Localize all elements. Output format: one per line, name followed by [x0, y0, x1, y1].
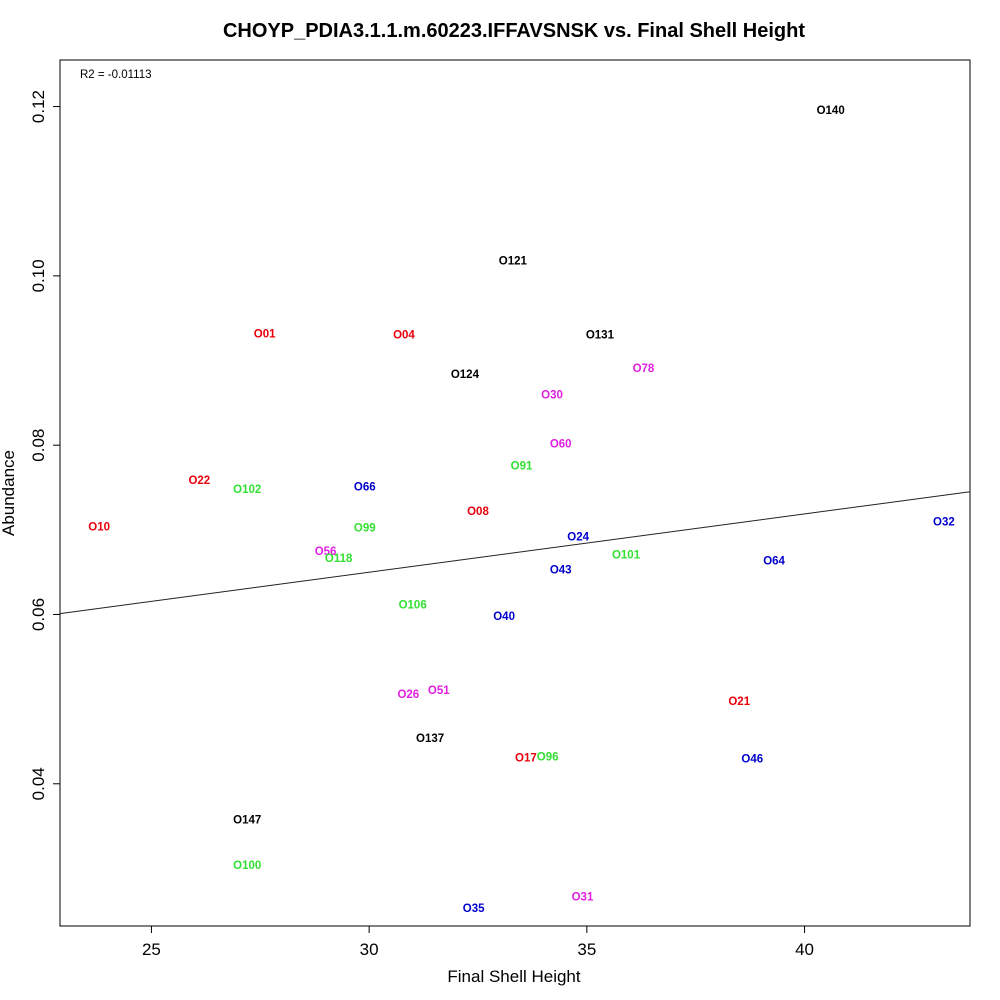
data-point-label: O66 — [354, 482, 376, 494]
data-point-label: O10 — [88, 521, 110, 533]
data-point-label: O30 — [541, 389, 563, 401]
data-point-label: O31 — [572, 891, 594, 903]
data-point-label: O43 — [550, 565, 572, 577]
data-point-label: O64 — [763, 555, 785, 567]
data-point-label: O56 — [315, 546, 337, 558]
y-tick-label: 0.08 — [29, 429, 48, 462]
x-tick-label: 30 — [360, 940, 379, 959]
regression-line — [59, 491, 971, 615]
data-point-label: O106 — [399, 599, 427, 611]
r2-annotation: R2 = -0.01113 — [80, 69, 152, 81]
data-point-label: O102 — [233, 484, 261, 496]
y-tick-label: 0.12 — [29, 90, 48, 123]
data-point-label: O46 — [741, 753, 763, 765]
data-point-label: O131 — [586, 329, 615, 341]
data-point-label: O137 — [416, 733, 444, 745]
data-point-label: O32 — [933, 516, 955, 528]
y-tick-label: 0.10 — [29, 259, 48, 292]
data-point-label: O17 — [515, 753, 537, 765]
data-point-label: O40 — [493, 611, 515, 623]
x-tick-label: 25 — [142, 940, 161, 959]
data-point-label: O24 — [567, 532, 589, 544]
y-tick-label: 0.06 — [29, 598, 48, 631]
data-point-label: O22 — [188, 475, 210, 487]
data-point-label: O35 — [463, 903, 485, 915]
data-point-label: O78 — [633, 363, 655, 375]
data-point-label: O26 — [397, 689, 419, 701]
data-point-label: O140 — [817, 105, 845, 117]
data-point-label: O101 — [612, 549, 641, 561]
data-point-label: O21 — [728, 696, 750, 708]
data-point-label: O147 — [233, 814, 261, 826]
data-point-label: O121 — [499, 256, 528, 268]
plot-content: O140 O121 O131 O124 O137 O147 O01 O04 O22 O10 O08 O… — [59, 105, 971, 915]
y-axis: 0.04 0.06 0.08 0.10 0.12 — [29, 90, 60, 800]
data-point-label: O08 — [467, 506, 489, 518]
data-point-label: O04 — [393, 329, 415, 341]
x-tick-label: 40 — [795, 940, 814, 959]
data-point-label: O100 — [233, 860, 261, 872]
y-axis-label: Abundance — [0, 450, 18, 536]
x-tick-label: 35 — [577, 940, 596, 959]
plot-frame — [59, 59, 971, 927]
data-point-label: O118 — [325, 553, 353, 565]
data-point-label: O01 — [254, 328, 276, 340]
data-point-label: O51 — [428, 685, 450, 697]
data-point-label: O91 — [511, 460, 533, 472]
x-axis: 25 30 35 40 — [142, 926, 814, 959]
data-point-label: O96 — [537, 752, 559, 764]
data-point-label: O60 — [550, 438, 572, 450]
y-tick-label: 0.04 — [29, 767, 48, 800]
chart-title: CHOYP_PDIA3.1.1.m.60223.IFFAVSNSK vs. Fi… — [223, 20, 805, 42]
x-axis-label: Final Shell Height — [447, 967, 581, 986]
data-point-label: O124 — [451, 369, 480, 381]
data-point-label: O99 — [354, 522, 376, 534]
